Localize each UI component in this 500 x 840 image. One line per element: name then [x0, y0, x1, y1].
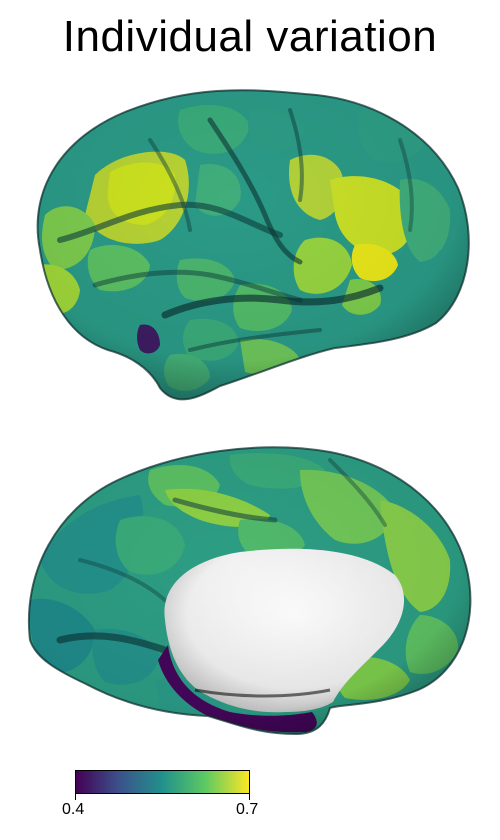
colorbar-min-label: 0.4: [62, 801, 85, 818]
colorbar-min-tick: [75, 794, 76, 800]
medial-surface: [27, 446, 472, 736]
colorbar: [75, 770, 250, 794]
lateral-surface: [36, 89, 470, 401]
colorbar-max-tick: [249, 794, 250, 800]
figure-title: Individual variation: [62, 12, 438, 61]
colorbar-max-label: 0.7: [236, 801, 259, 818]
